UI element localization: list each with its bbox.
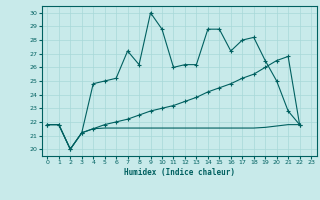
X-axis label: Humidex (Indice chaleur): Humidex (Indice chaleur)	[124, 168, 235, 177]
